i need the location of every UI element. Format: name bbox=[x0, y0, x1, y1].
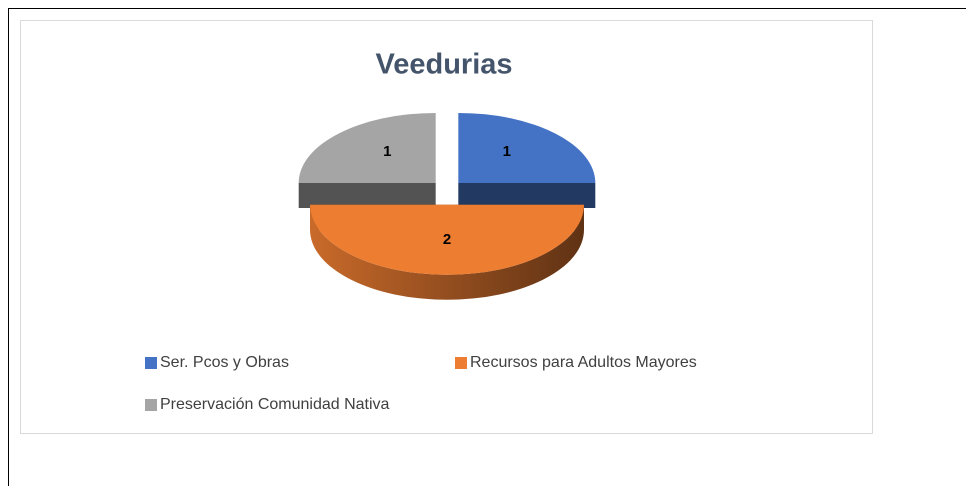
data-label: 2 bbox=[443, 231, 451, 248]
legend-swatch bbox=[455, 357, 467, 369]
legend-swatch bbox=[145, 399, 157, 411]
legend-swatch bbox=[145, 357, 157, 369]
chart-title: Veedurias bbox=[375, 49, 512, 81]
data-label: 1 bbox=[383, 143, 391, 160]
slice-cut-face bbox=[299, 183, 436, 208]
legend-label: Preservación Comunidad Nativa bbox=[160, 396, 390, 413]
data-label: 1 bbox=[503, 143, 511, 160]
legend-label: Recursos para Adultos Mayores bbox=[470, 354, 697, 371]
slice-cut-face bbox=[458, 183, 595, 208]
legend-label: Ser. Pcos y Obras bbox=[160, 354, 289, 371]
